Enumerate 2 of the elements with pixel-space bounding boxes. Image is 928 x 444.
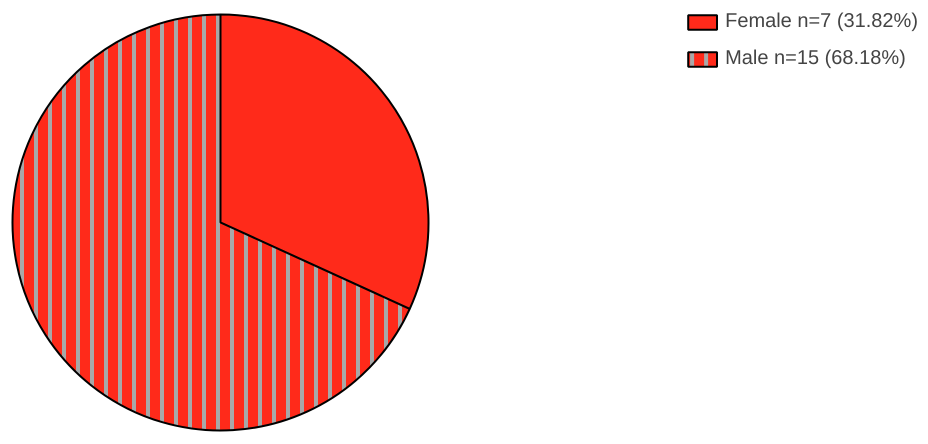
legend-label: Female n=7 (31.82%) <box>725 10 918 33</box>
legend-label: Male n=15 (68.18%) <box>725 47 906 70</box>
